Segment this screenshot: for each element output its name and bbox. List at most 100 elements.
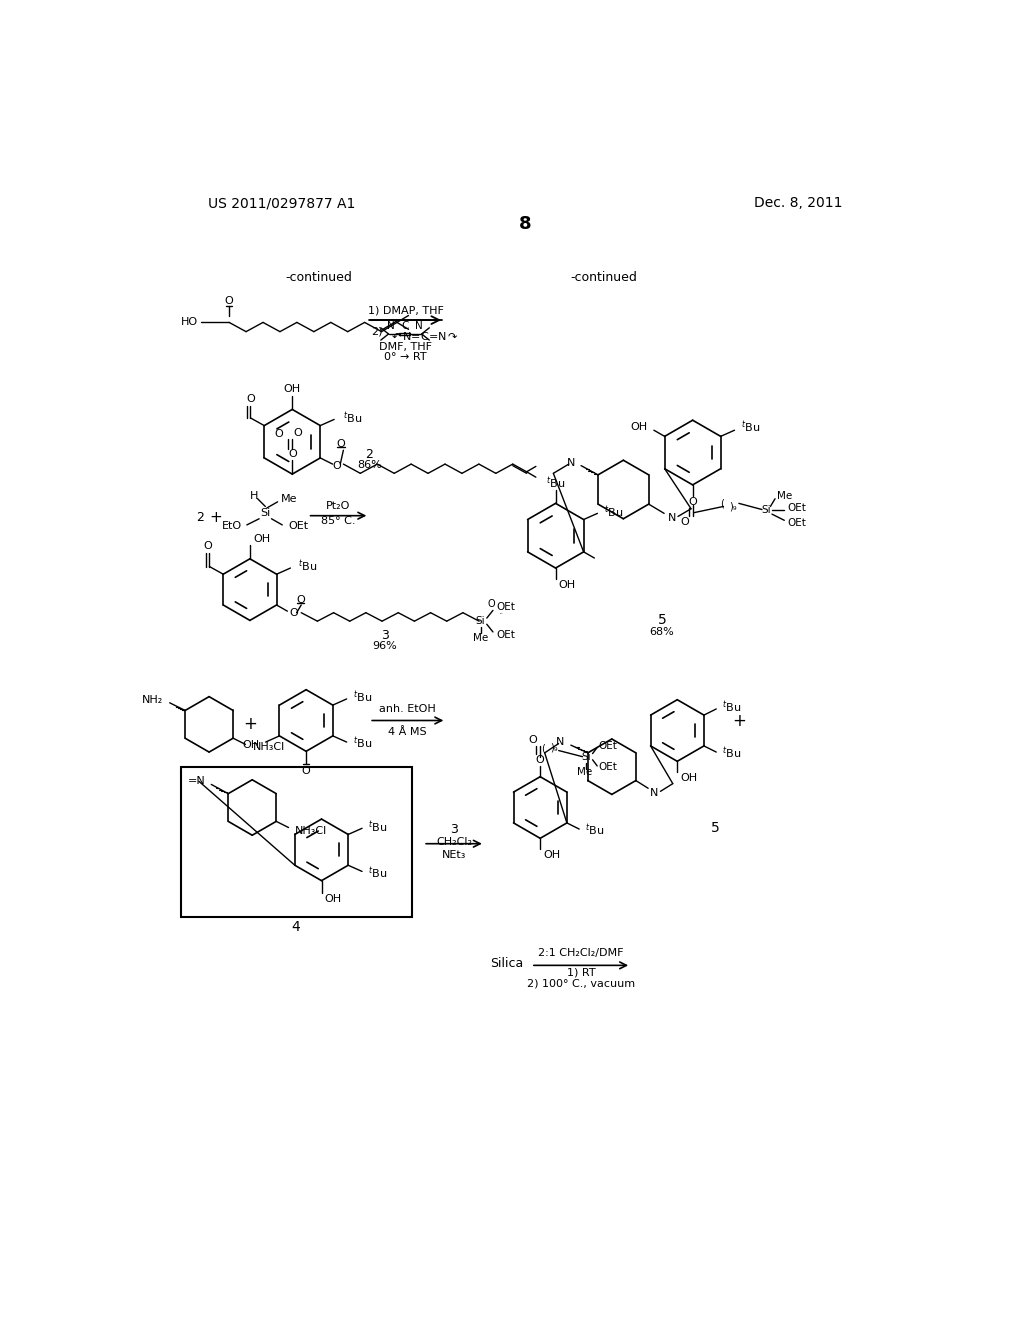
- Text: $^t$Bu: $^t$Bu: [369, 818, 387, 834]
- Text: 2: 2: [196, 511, 204, 524]
- Text: 8: 8: [518, 215, 531, 232]
- Text: $^t$Bu: $^t$Bu: [343, 411, 362, 425]
- Text: Me: Me: [777, 491, 793, 500]
- Text: N: N: [650, 788, 658, 797]
- Text: Silica: Silica: [490, 957, 523, 970]
- Text: )₉: )₉: [550, 742, 558, 752]
- Text: OH: OH: [680, 774, 697, 783]
- Text: NEt₃: NEt₃: [441, 850, 466, 861]
- Text: 2): 2): [371, 326, 382, 337]
- Text: +: +: [732, 711, 745, 730]
- Text: $^t$Bu: $^t$Bu: [369, 865, 387, 880]
- Bar: [180, 767, 412, 917]
- Text: -continued: -continued: [570, 271, 638, 284]
- Text: +: +: [209, 510, 221, 525]
- Text: O: O: [681, 517, 689, 527]
- Text: 1) RT: 1) RT: [566, 968, 595, 977]
- Text: $\curvearrowleft$N=C=N$\curvearrowright$: $\curvearrowleft$N=C=N$\curvearrowright$: [388, 330, 459, 342]
- Text: O: O: [688, 496, 697, 507]
- Text: 4 Å MS: 4 Å MS: [388, 727, 427, 737]
- Text: 3: 3: [450, 824, 458, 837]
- Text: US 2011/0297877 A1: US 2011/0297877 A1: [208, 197, 355, 210]
- Text: HO: HO: [181, 317, 199, 327]
- Text: 4: 4: [292, 920, 300, 933]
- Text: Si: Si: [476, 616, 485, 626]
- Text: NH₂: NH₂: [142, 696, 164, 705]
- Text: O: O: [297, 595, 305, 606]
- Text: (: (: [542, 744, 545, 754]
- Text: Me: Me: [281, 494, 297, 504]
- Text: NH₃Cl: NH₃Cl: [253, 742, 286, 752]
- Text: anh. EtOH: anh. EtOH: [379, 704, 436, 714]
- Text: OH: OH: [325, 894, 342, 904]
- Text: =N: =N: [187, 776, 205, 787]
- Text: OH: OH: [559, 579, 575, 590]
- Text: OH: OH: [631, 422, 648, 432]
- Text: $^t$Bu: $^t$Bu: [298, 558, 317, 574]
- Text: O: O: [302, 767, 310, 776]
- Text: $^t$Bu: $^t$Bu: [586, 822, 604, 838]
- Text: OH: OH: [544, 850, 560, 861]
- Text: )₉: )₉: [729, 502, 736, 511]
- Text: Si: Si: [761, 504, 771, 515]
- Text: OEt: OEt: [787, 503, 806, 513]
- Text: OEt: OEt: [599, 741, 617, 751]
- Text: $^t$Bu: $^t$Bu: [722, 746, 741, 762]
- Text: N: N: [556, 737, 564, 747]
- Text: Dec. 8, 2011: Dec. 8, 2011: [754, 197, 842, 210]
- Text: 68%: 68%: [649, 627, 674, 638]
- Text: O: O: [487, 599, 496, 610]
- Text: CH₂Cl₂: CH₂Cl₂: [436, 837, 472, 847]
- Text: O: O: [289, 607, 298, 618]
- Text: OEt: OEt: [787, 519, 806, 528]
- Text: O: O: [246, 395, 255, 404]
- Text: O: O: [336, 440, 345, 449]
- Text: (: (: [720, 499, 724, 508]
- Text: OEt: OEt: [599, 763, 617, 772]
- Text: EtO: EtO: [222, 521, 243, 532]
- Text: N: N: [566, 458, 574, 467]
- Text: OEt: OEt: [496, 630, 515, 640]
- Text: N: N: [387, 321, 394, 331]
- Text: O: O: [536, 755, 545, 764]
- Text: OH: OH: [253, 533, 270, 544]
- Text: 86%: 86%: [357, 459, 382, 470]
- Text: OH: OH: [243, 741, 259, 750]
- Text: -continued: -continued: [286, 271, 352, 284]
- Text: Pt₂O: Pt₂O: [327, 502, 350, 511]
- Text: 2: 2: [366, 449, 373, 462]
- Text: OEt: OEt: [496, 602, 515, 612]
- Text: 3: 3: [381, 630, 388, 643]
- Text: C: C: [401, 321, 409, 331]
- Text: 85° C.: 85° C.: [322, 516, 355, 527]
- Text: O: O: [528, 735, 537, 744]
- Text: O: O: [288, 449, 297, 459]
- Text: +: +: [243, 715, 257, 734]
- Text: 0° → RT: 0° → RT: [384, 352, 427, 362]
- Text: Si: Si: [582, 751, 591, 762]
- Text: OEt: OEt: [289, 521, 308, 532]
- Text: $^t$Bu: $^t$Bu: [546, 475, 565, 491]
- Text: O: O: [294, 428, 302, 437]
- Text: 2) 100° C., vacuum: 2) 100° C., vacuum: [527, 979, 635, 989]
- Text: 5: 5: [657, 614, 667, 627]
- Text: O: O: [333, 461, 342, 471]
- Text: OH: OH: [284, 384, 301, 395]
- Text: Me: Me: [473, 634, 488, 643]
- Text: 1) DMAP, THF: 1) DMAP, THF: [368, 306, 443, 315]
- Text: 2:1 CH₂Cl₂/DMF: 2:1 CH₂Cl₂/DMF: [539, 948, 624, 958]
- Text: O: O: [224, 296, 233, 306]
- Text: DMF, THF: DMF, THF: [379, 342, 432, 352]
- Text: H: H: [250, 491, 259, 500]
- Text: NH₃Cl: NH₃Cl: [295, 825, 327, 836]
- Text: O: O: [274, 429, 283, 440]
- Text: $^t$Bu: $^t$Bu: [603, 504, 623, 520]
- Text: Me: Me: [578, 767, 593, 777]
- Text: N: N: [668, 513, 676, 523]
- Text: $^t$Bu: $^t$Bu: [722, 700, 741, 715]
- Text: $^t$Bu: $^t$Bu: [353, 689, 372, 705]
- Text: Si: Si: [260, 508, 270, 517]
- Text: 96%: 96%: [373, 640, 397, 651]
- Text: 5: 5: [712, 821, 720, 836]
- Text: $^t$Bu: $^t$Bu: [740, 420, 760, 434]
